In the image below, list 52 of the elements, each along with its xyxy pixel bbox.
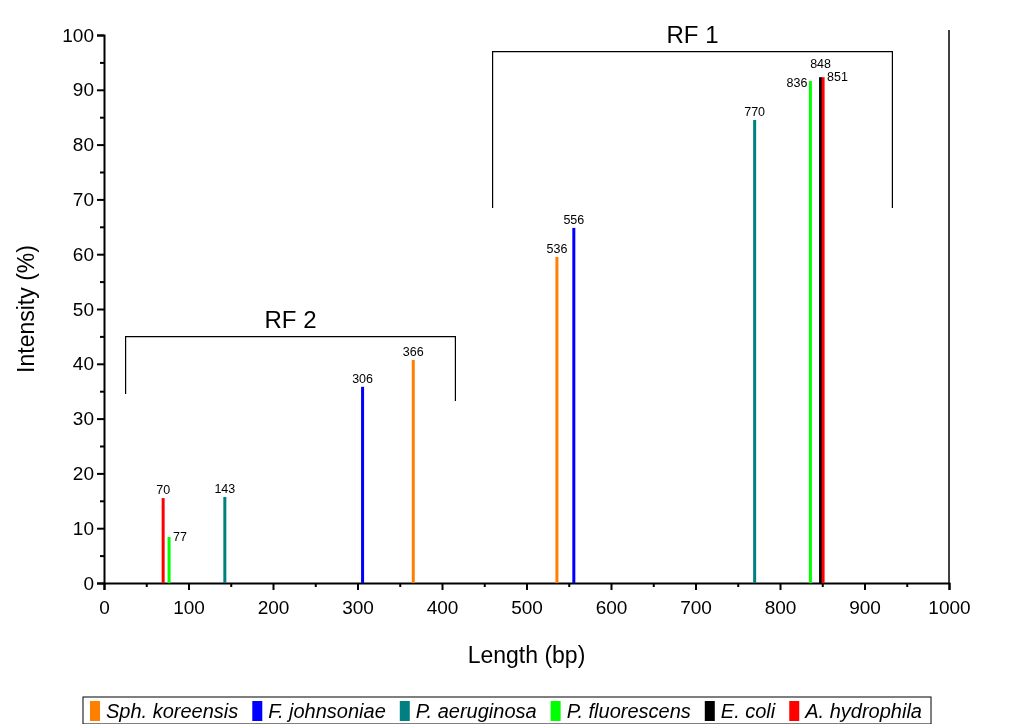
x-tick-label: 100	[173, 596, 205, 618]
bar	[161, 498, 165, 583]
x-tick-label: 200	[257, 596, 290, 618]
legend-label: A. hydrophila	[804, 700, 923, 722]
x-tick-label: 0	[99, 596, 110, 618]
legend-label: E. coli	[720, 700, 776, 722]
annotation: 77	[173, 529, 188, 544]
y-tick-label: 60	[72, 243, 94, 265]
y-tick-label: 30	[72, 408, 94, 430]
x-tick-label: 400	[426, 596, 459, 618]
x-tick-label: 500	[511, 596, 543, 618]
bar	[572, 227, 576, 583]
y-tick-label: 80	[72, 134, 94, 156]
y-tick-label: 40	[72, 353, 94, 375]
annotation: 848	[810, 57, 832, 72]
bar	[753, 119, 757, 583]
bar	[167, 536, 171, 583]
annotation: 366	[402, 344, 424, 359]
annotation: 770	[744, 104, 766, 119]
y-tick-label: 10	[72, 517, 94, 539]
x-tick-label: 1000	[928, 596, 971, 618]
y-tick-label: 0	[83, 572, 94, 594]
y-tick-label: 100	[62, 24, 94, 46]
y-tick-label: 20	[72, 462, 94, 484]
y-axis-title: Intensity (%)	[13, 245, 39, 373]
x-tick-label: 600	[595, 596, 628, 618]
x-axis-title: Length (bp)	[467, 642, 586, 668]
bar	[223, 496, 227, 583]
annotation: RF 2	[264, 306, 317, 333]
annotation: 70	[156, 483, 171, 498]
x-tick-label: 900	[849, 596, 881, 618]
bar	[411, 359, 415, 583]
legend-label: P. fluorescens	[566, 700, 691, 722]
annotation: 306	[352, 371, 374, 386]
bar	[361, 386, 365, 583]
x-tick-label: 300	[342, 596, 374, 618]
legend-label: F. johnsoniae	[268, 700, 386, 722]
bar	[808, 81, 812, 583]
bar	[555, 256, 559, 583]
annotation: 143	[214, 481, 236, 496]
x-tick-label: 800	[764, 596, 797, 618]
annotation: 851	[827, 70, 848, 85]
annotation: 536	[546, 241, 568, 256]
y-tick-label: 70	[72, 188, 94, 210]
annotation: 836	[786, 76, 808, 91]
y-tick-label: 50	[72, 298, 94, 320]
annotation: 556	[563, 212, 585, 227]
legend-label: Sph. koreensis	[105, 700, 239, 722]
annotation: RF 1	[666, 21, 719, 48]
legend-label: P. aeruginosa	[415, 700, 537, 722]
x-tick-label: 700	[680, 596, 712, 618]
y-tick-label: 90	[72, 79, 94, 101]
